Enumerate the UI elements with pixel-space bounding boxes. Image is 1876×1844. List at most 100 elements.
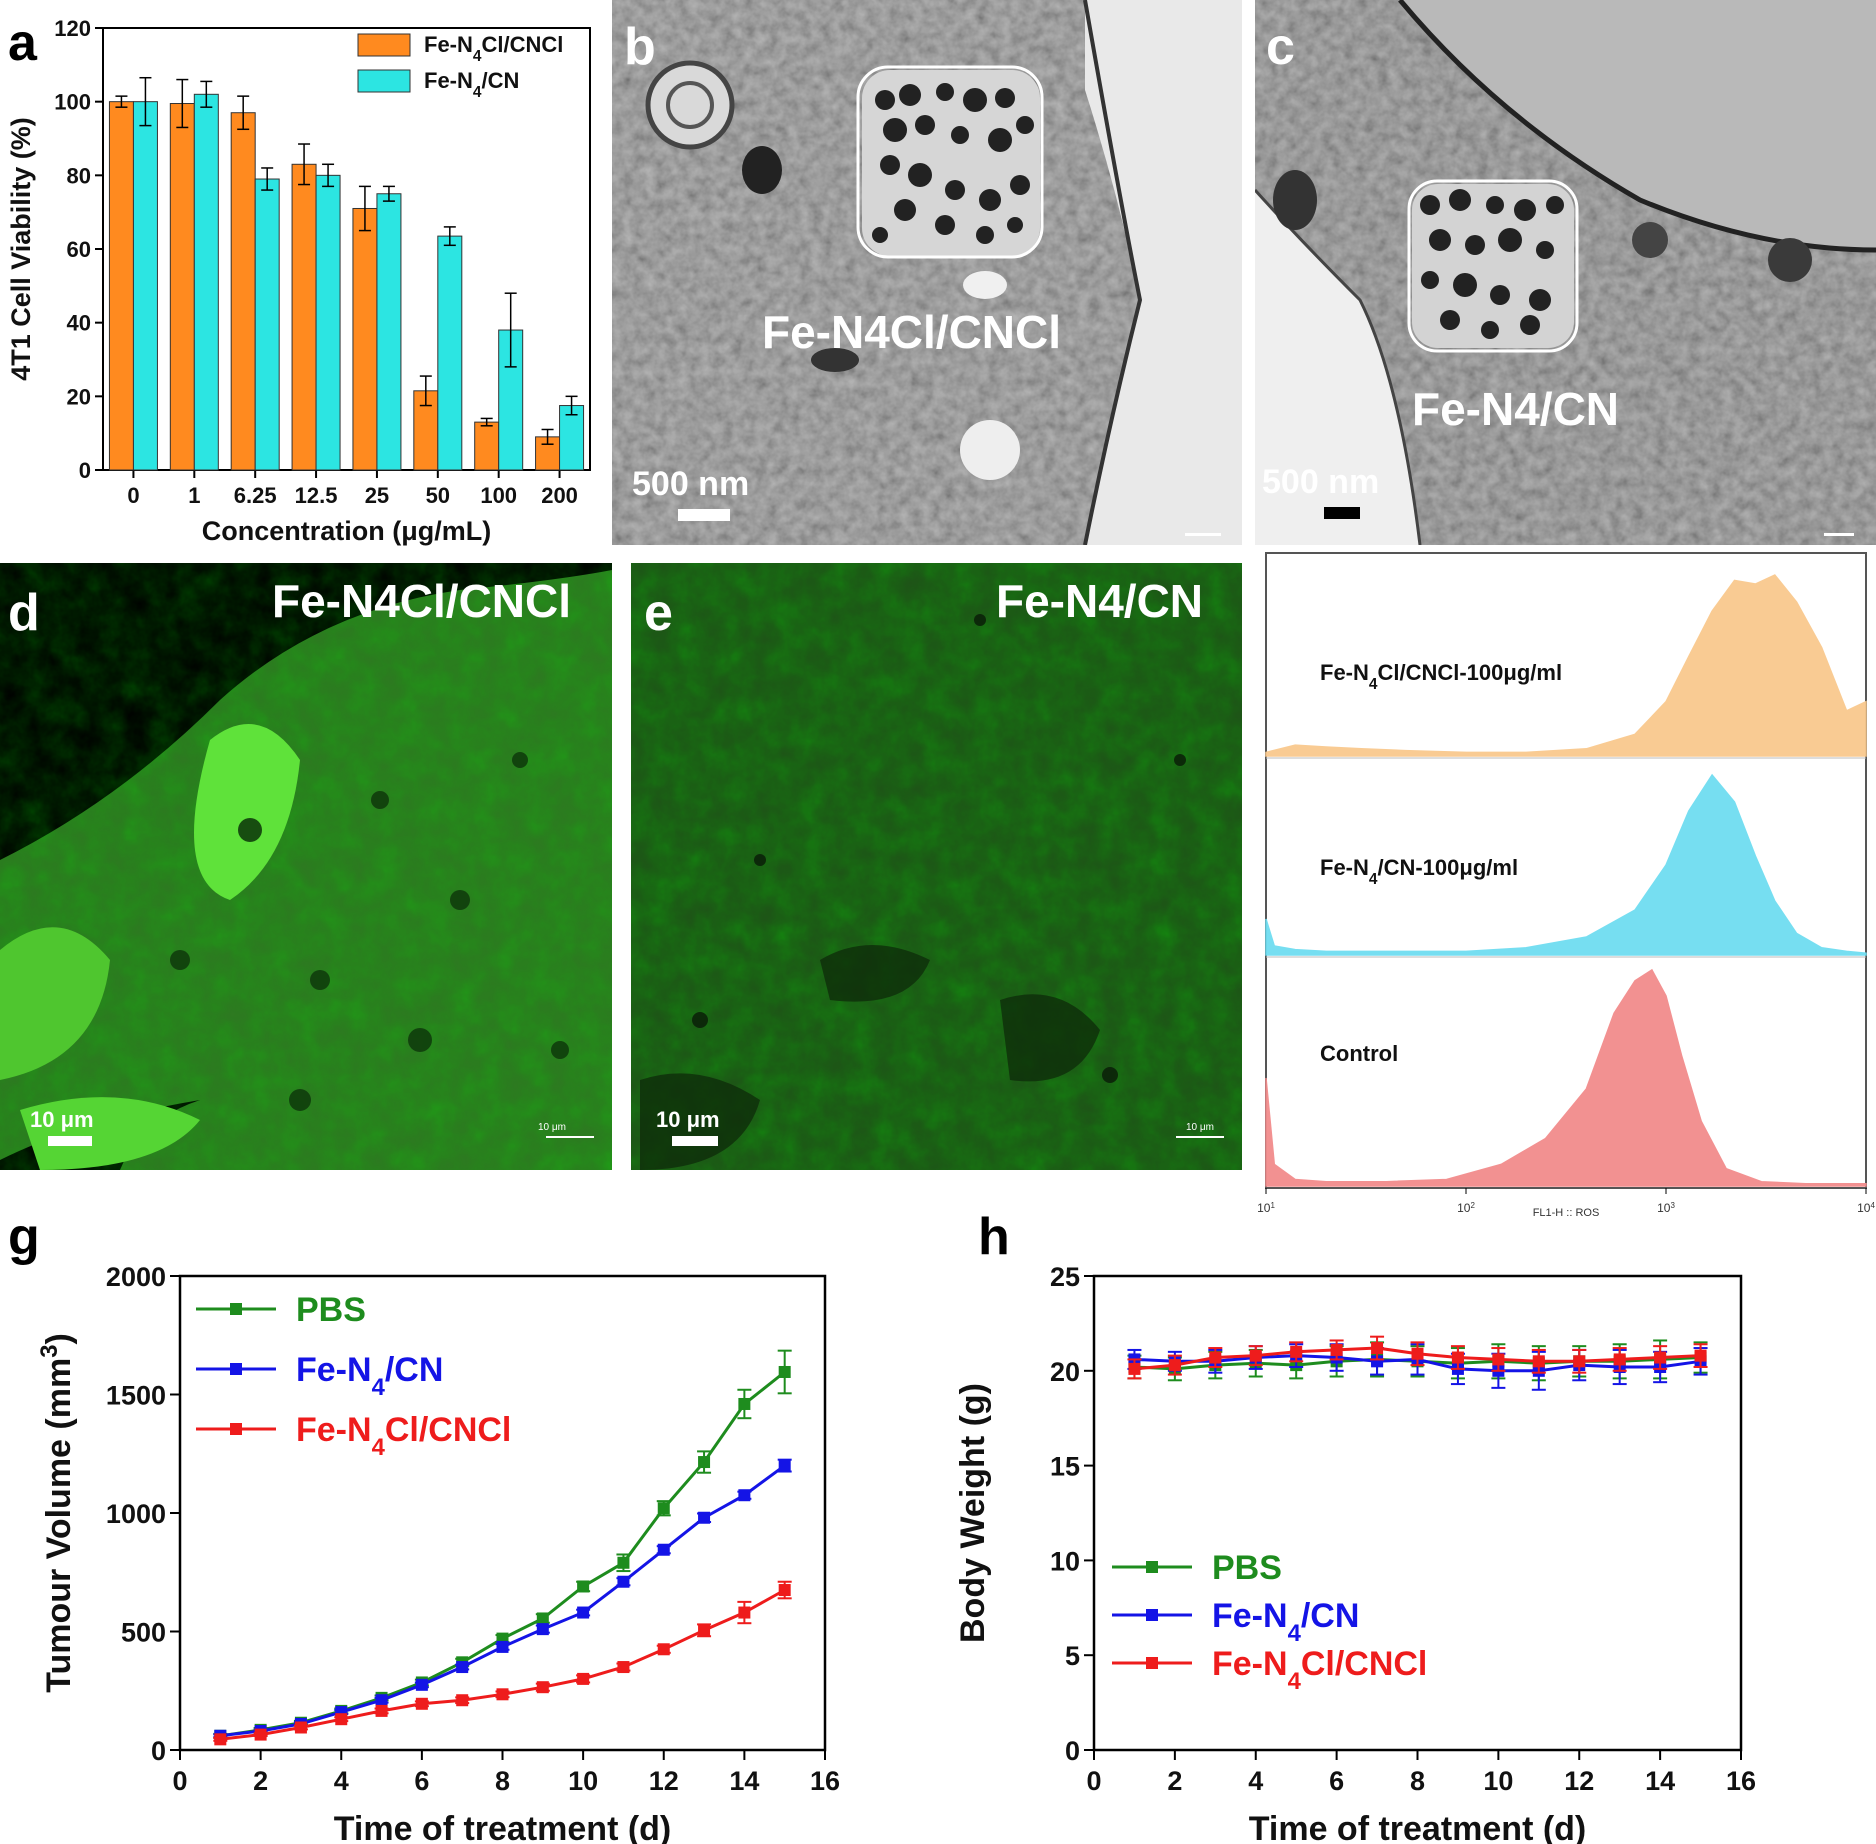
data-point <box>698 1511 711 1524</box>
legend-swatch <box>357 33 411 57</box>
y-tick-label: 5 <box>1065 1641 1080 1671</box>
scale-bar-mini-label-e: 10 μm <box>1186 1122 1214 1133</box>
flow-cytometry-histograms: Fe-N4Cl/CNCl-100μg/ml Fe-N4/CN-100μg/ml Co… <box>1257 552 1875 1219</box>
scale-bar-e <box>672 1136 718 1146</box>
x-tick-label: 200 <box>541 483 578 508</box>
histogram-area <box>1265 968 1867 1187</box>
y-tick-label: 1000 <box>106 1499 166 1529</box>
y-tick-label: 40 <box>67 311 91 336</box>
data-point <box>778 1584 791 1597</box>
data-point <box>617 1661 630 1674</box>
viability-bar-chart: 0 20 40 60 80 100 120 0 1 6.25 12.5 25 50 100 200 Conce… <box>6 16 591 546</box>
panel-h: h 0 5 10 15 20 25 0 2 4 6 8 10 12 14 16 PBS Fe-N4/CNFe-N… <box>954 1208 1756 1844</box>
scale-bar-mini-c <box>1824 533 1854 536</box>
data-point <box>738 1489 751 1502</box>
panel-d-confocal-image: d Fe-N4Cl/CNCl 10 μm 10 μm <box>0 563 612 1170</box>
panel-a: a 0 20 40 60 80 100 120 0 1 6.25 12.5 25 50 100 200 Con… <box>6 14 591 546</box>
data-point <box>1654 1351 1667 1364</box>
data-point <box>617 1575 630 1588</box>
data-point <box>536 1612 549 1625</box>
scale-bar-mini-e <box>1176 1136 1224 1138</box>
legend-label: Fe-N4/CN <box>1212 1597 1359 1647</box>
x-tick-label: 6 <box>414 1766 429 1796</box>
bar <box>315 174 341 471</box>
data-point <box>577 1672 590 1685</box>
panel-b-tem-image: b Fe-N4Cl/CNCl 500 nm <box>612 0 1242 545</box>
x-tick-label: 16 <box>1726 1766 1756 1796</box>
bar <box>474 421 500 471</box>
x-tick-label: 10 <box>1483 1766 1513 1796</box>
scale-bar-label-c: 500 nm <box>1262 463 1379 501</box>
panel-label-b: b <box>624 18 656 76</box>
bar <box>193 93 219 471</box>
tumour-volume-chart: 0 500 1000 1500 2000 0 2 4 6 8 10 12 14 16 PBS Fe-N4/CN… <box>36 1262 841 1844</box>
y-tick-label: 120 <box>54 16 91 41</box>
data-point <box>496 1688 509 1701</box>
data-point <box>415 1697 428 1710</box>
bar <box>254 178 280 471</box>
data-point <box>1290 1345 1303 1358</box>
bar <box>132 101 158 471</box>
x-axis-title: Time of treatment (d) <box>1249 1810 1587 1844</box>
y-tick-label: 100 <box>54 90 91 115</box>
x-tick-label: 10 <box>568 1766 598 1796</box>
data-point <box>1209 1351 1222 1364</box>
data-point <box>1411 1347 1424 1360</box>
legend-label: Fe-N4/CN <box>424 68 519 101</box>
x-tick-label: 12 <box>1564 1766 1594 1796</box>
panel-c-tem-image: c Fe-N4/CN 500 nm <box>1255 0 1876 545</box>
y-tick-label: 0 <box>1065 1736 1080 1766</box>
panel-label-g: g <box>8 1208 40 1266</box>
panel-f: f Fe-N4Cl/CNCl-100μg/mlFe-N4/CN-100μg/ml… <box>1257 552 1875 1219</box>
x-tick-label: 102 <box>1457 1201 1475 1216</box>
scale-bar-label-b: 500 nm <box>632 465 749 503</box>
data-point <box>375 1704 388 1717</box>
data-point <box>657 1502 670 1515</box>
x-tick-label: 12 <box>649 1766 679 1796</box>
scale-bar-mini-d <box>546 1136 594 1138</box>
x-tick-label: 0 <box>127 483 139 508</box>
panel-label-e: e <box>644 584 673 642</box>
data-point <box>1451 1351 1464 1364</box>
data-point <box>1371 1342 1384 1355</box>
legend-marker <box>230 1363 242 1375</box>
panel-label-c: c <box>1266 18 1295 76</box>
panel-label-a: a <box>8 14 38 72</box>
bar <box>108 101 134 471</box>
bar <box>230 112 256 471</box>
y-axis-title: 4T1 Cell Viability (%) <box>6 117 36 381</box>
y-tick-label: 80 <box>67 163 91 188</box>
x-tick-label: 0 <box>172 1766 187 1796</box>
data-point <box>1613 1353 1626 1366</box>
x-tick-label: 6 <box>1329 1766 1344 1796</box>
x-tick-label: 1 <box>188 483 200 508</box>
y-tick-label: 20 <box>67 384 91 409</box>
data-point <box>536 1623 549 1636</box>
data-point <box>1128 1362 1141 1375</box>
x-axis-title: FL1-H :: ROS <box>1533 1207 1600 1219</box>
data-point <box>375 1694 388 1707</box>
data-point <box>294 1721 307 1734</box>
data-point <box>335 1713 348 1726</box>
x-tick-label: 101 <box>1257 1201 1275 1216</box>
x-tick-label: 4 <box>1248 1766 1263 1796</box>
scale-bar-b <box>678 509 730 521</box>
data-point <box>738 1606 751 1619</box>
histogram-label: Fe-N4/CN-100μg/ml <box>1320 855 1518 888</box>
panel-e-confocal-image: e Fe-N4/CN 10 μm 10 μm <box>631 563 1242 1170</box>
scale-bar-mini-label-d: 10 μm <box>538 1122 566 1133</box>
legend-marker <box>1146 1561 1158 1573</box>
bar <box>437 235 463 471</box>
legend-label: PBS <box>296 1291 366 1329</box>
data-point <box>577 1580 590 1593</box>
histogram-label: Fe-N4Cl/CNCl-100μg/ml <box>1320 660 1562 693</box>
x-tick-label: 8 <box>495 1766 510 1796</box>
x-tick-label: 50 <box>426 483 450 508</box>
x-tick-label: 4 <box>334 1766 349 1796</box>
body-weight-chart: 0 5 10 15 20 25 0 2 4 6 8 10 12 14 16 PBS Fe-N4/CNFe-N4C… <box>954 1262 1756 1844</box>
x-tick-label: 0 <box>1086 1766 1101 1796</box>
data-point <box>1573 1355 1586 1368</box>
data-point <box>214 1733 227 1746</box>
y-tick-label: 15 <box>1050 1452 1080 1482</box>
panel-label-h: h <box>978 1208 1010 1266</box>
